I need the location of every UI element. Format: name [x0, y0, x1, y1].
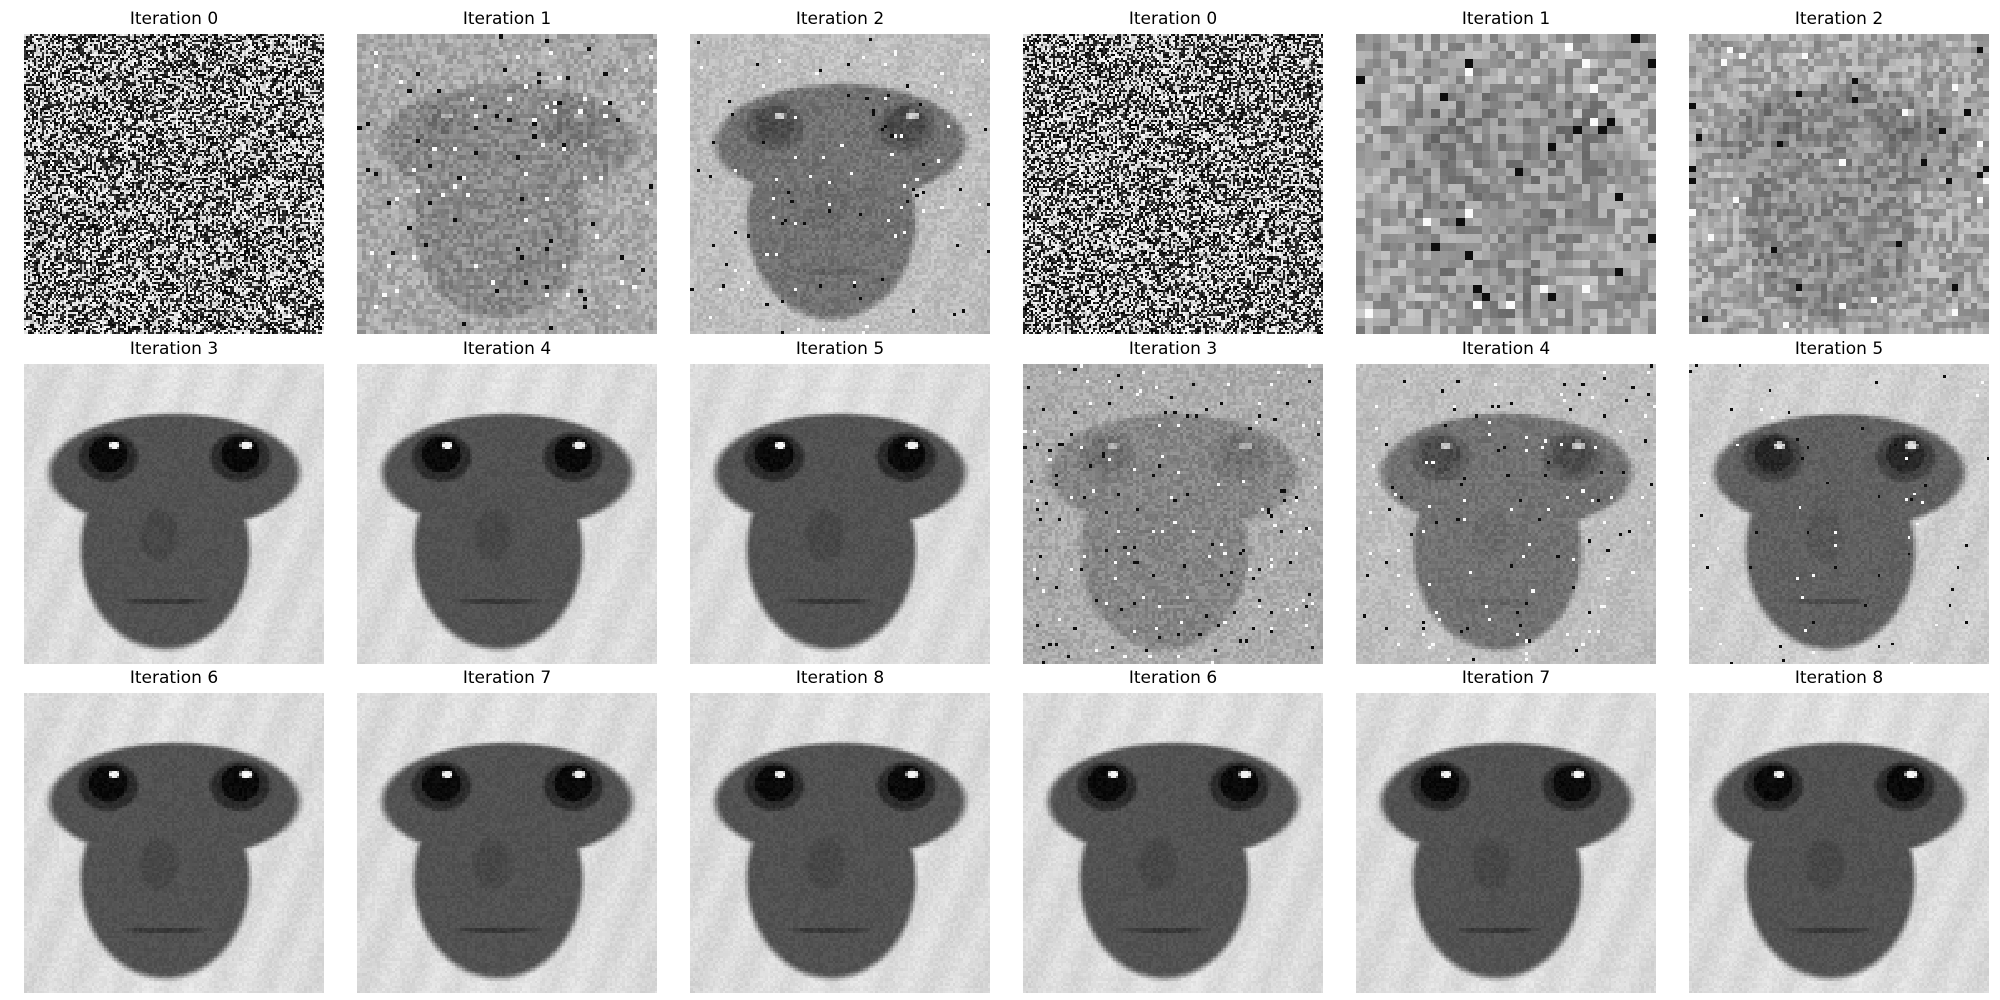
panel-title: Iteration 8	[1794, 668, 1884, 688]
panel-image	[357, 364, 657, 664]
panel-image	[1356, 364, 1656, 664]
panel-title: Iteration 5	[795, 339, 885, 359]
panel-image	[357, 34, 657, 334]
panel-image	[690, 364, 990, 664]
panel-image	[1689, 364, 1989, 664]
panel-image	[1023, 34, 1323, 334]
panel-image	[1689, 693, 1989, 993]
panel-title: Iteration 1	[1461, 9, 1551, 29]
panel-image	[1689, 34, 1989, 334]
panel-title: Iteration 1	[462, 9, 552, 29]
panel-title: Iteration 3	[1128, 339, 1218, 359]
panel-image	[1023, 693, 1323, 993]
panel-title: Iteration 6	[129, 668, 219, 688]
panel-title: Iteration 6	[1128, 668, 1218, 688]
panel-title: Iteration 2	[795, 9, 885, 29]
panel-image	[1356, 34, 1656, 334]
panel-title: Iteration 0	[1128, 9, 1218, 29]
panel-title: Iteration 3	[129, 339, 219, 359]
panel-title: Iteration 2	[1794, 9, 1884, 29]
panel-image	[1356, 693, 1656, 993]
panel-image	[24, 693, 324, 993]
panel-title: Iteration 4	[1461, 339, 1551, 359]
panel-title: Iteration 4	[462, 339, 552, 359]
panel-title: Iteration 0	[129, 9, 219, 29]
panel-title: Iteration 7	[462, 668, 552, 688]
panel-image	[24, 34, 324, 334]
panel-image	[690, 693, 990, 993]
panel-image	[357, 693, 657, 993]
panel-image	[24, 364, 324, 664]
panel-title: Iteration 7	[1461, 668, 1551, 688]
panel-title: Iteration 5	[1794, 339, 1884, 359]
panel-image	[1023, 364, 1323, 664]
panel-image	[690, 34, 990, 334]
panel-title: Iteration 8	[795, 668, 885, 688]
